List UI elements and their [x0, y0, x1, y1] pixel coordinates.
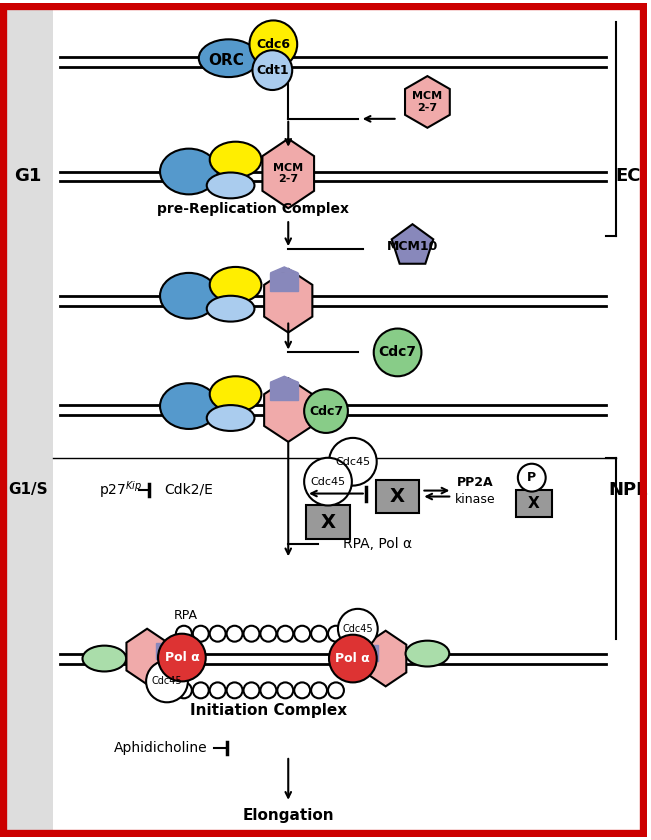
Circle shape [210, 626, 226, 642]
Circle shape [193, 682, 209, 698]
Circle shape [328, 626, 344, 642]
Text: Pol α: Pol α [335, 652, 370, 665]
Text: G1: G1 [14, 167, 42, 186]
Text: P: P [527, 471, 536, 484]
Text: Cdc7: Cdc7 [309, 405, 343, 417]
Bar [270, 273, 298, 291]
Text: kinase: kinase [455, 493, 495, 506]
Text: Cdk2/E: Cdk2/E [164, 482, 213, 496]
Text: Aphidicholine: Aphidicholine [115, 741, 208, 755]
Circle shape [311, 682, 327, 698]
Bar [362, 644, 378, 660]
Ellipse shape [160, 149, 217, 194]
Polygon shape [264, 378, 312, 442]
Text: Cdc45: Cdc45 [342, 624, 373, 633]
Circle shape [294, 626, 310, 642]
Text: Cdc45: Cdc45 [152, 676, 182, 686]
Text: pre-Replication Complex: pre-Replication Complex [158, 202, 350, 216]
Circle shape [146, 660, 188, 702]
Ellipse shape [160, 273, 217, 318]
Bar [376, 480, 419, 513]
Circle shape [260, 682, 276, 698]
Bar [516, 490, 551, 517]
Text: Initiation Complex: Initiation Complex [190, 703, 347, 717]
Circle shape [158, 633, 206, 681]
Bar [270, 382, 298, 400]
Polygon shape [405, 76, 450, 128]
Circle shape [345, 626, 361, 642]
Polygon shape [270, 376, 298, 382]
Circle shape [304, 458, 352, 506]
Text: EC: EC [615, 167, 641, 186]
Text: RPA, Pol α: RPA, Pol α [343, 538, 412, 551]
Polygon shape [126, 628, 168, 685]
Ellipse shape [207, 172, 255, 198]
Ellipse shape [199, 39, 258, 77]
Text: Cdc6: Cdc6 [256, 38, 290, 50]
Bar [3, 6, 53, 834]
Circle shape [374, 328, 421, 376]
Ellipse shape [406, 641, 449, 666]
Circle shape [227, 626, 243, 642]
Circle shape [227, 682, 243, 698]
Polygon shape [392, 224, 434, 264]
Text: X: X [390, 487, 405, 506]
Polygon shape [270, 267, 298, 273]
Circle shape [193, 626, 209, 642]
Circle shape [253, 50, 292, 90]
Circle shape [249, 20, 298, 68]
Text: X: X [528, 496, 540, 511]
Text: Cdc45: Cdc45 [311, 476, 346, 486]
Bar [156, 643, 170, 659]
Circle shape [260, 626, 276, 642]
Circle shape [518, 464, 546, 491]
Ellipse shape [160, 383, 217, 429]
Circle shape [210, 682, 226, 698]
Ellipse shape [210, 142, 262, 177]
Ellipse shape [210, 267, 262, 302]
Ellipse shape [83, 646, 126, 671]
Circle shape [176, 626, 192, 642]
Circle shape [329, 438, 377, 486]
Text: NPE: NPE [608, 480, 648, 499]
Text: Elongation: Elongation [242, 808, 334, 823]
Circle shape [243, 626, 260, 642]
Polygon shape [264, 269, 312, 333]
Text: X: X [320, 513, 335, 532]
Polygon shape [365, 631, 406, 686]
Circle shape [328, 682, 344, 698]
Text: G1/S: G1/S [8, 482, 48, 497]
Text: PP2A: PP2A [457, 476, 493, 489]
Ellipse shape [207, 405, 255, 431]
Text: Cdc7: Cdc7 [379, 345, 417, 360]
Text: MCM10: MCM10 [387, 239, 438, 253]
Circle shape [338, 609, 378, 648]
Circle shape [304, 389, 348, 433]
Circle shape [311, 626, 327, 642]
Circle shape [176, 682, 192, 698]
Text: p27$^{Kip}$: p27$^{Kip}$ [100, 479, 143, 500]
Polygon shape [262, 139, 314, 208]
Text: ORC: ORC [209, 53, 245, 68]
Ellipse shape [207, 296, 255, 322]
Circle shape [294, 682, 310, 698]
Text: RPA: RPA [174, 609, 198, 622]
Bar [306, 506, 350, 539]
Text: MCM
2-7: MCM 2-7 [273, 163, 303, 184]
Circle shape [243, 682, 260, 698]
Ellipse shape [210, 376, 262, 412]
Circle shape [277, 626, 293, 642]
Circle shape [329, 635, 377, 682]
Text: Cdt1: Cdt1 [256, 64, 288, 76]
Text: MCM
2-7: MCM 2-7 [412, 91, 443, 113]
Text: Pol α: Pol α [165, 651, 199, 664]
Circle shape [277, 682, 293, 698]
Text: Cdc45: Cdc45 [335, 457, 370, 467]
